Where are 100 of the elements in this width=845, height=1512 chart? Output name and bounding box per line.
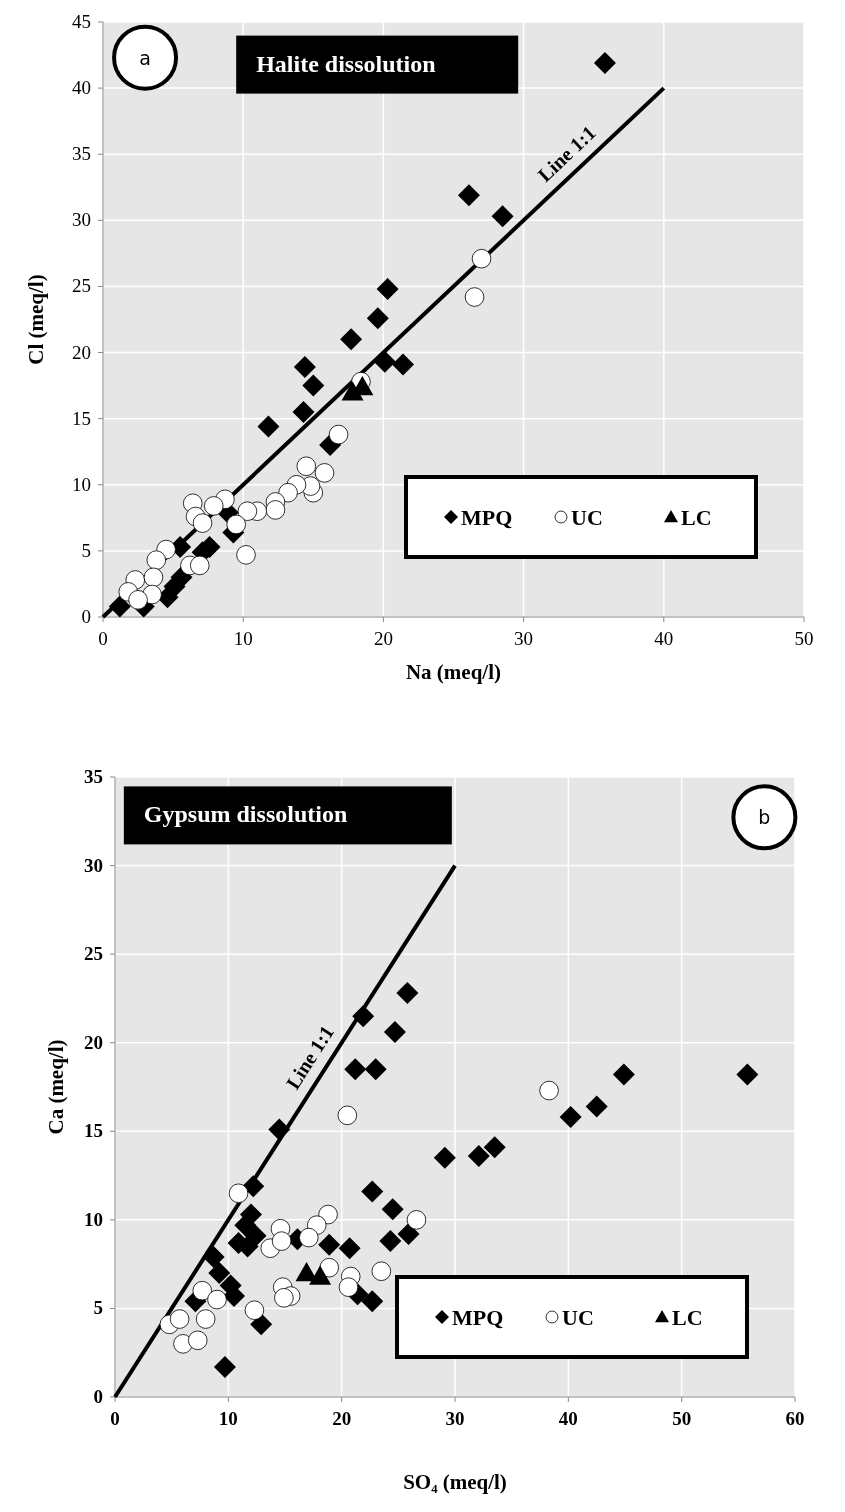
legend-label: UC <box>571 505 603 530</box>
point <box>208 1262 231 1284</box>
y-tick-label: 35 <box>84 766 103 787</box>
y-tick-label: 20 <box>84 1031 103 1053</box>
point <box>361 1180 384 1203</box>
point <box>242 1175 265 1198</box>
point <box>338 1277 359 1297</box>
y-tick-label: 0 <box>93 1386 103 1407</box>
point <box>268 1118 291 1141</box>
legend-label: UC <box>562 1305 594 1330</box>
y-tick-label: 20 <box>72 341 91 363</box>
x-tick-label: 40 <box>558 1408 578 1429</box>
x-tick-label: 30 <box>445 1408 465 1429</box>
x-tick-label: 60 <box>785 1408 805 1429</box>
point <box>736 1063 759 1086</box>
y-tick-label: 10 <box>84 1208 103 1230</box>
x-axis-title: SO₄ (meq/l) <box>403 1470 507 1494</box>
y-axis-title: Cl (meq/l) <box>24 274 48 365</box>
x-tick-label: 50 <box>672 1408 692 1429</box>
legend-label: MPQ <box>452 1305 504 1330</box>
point <box>169 1309 190 1329</box>
point <box>612 1063 635 1086</box>
point <box>483 1136 506 1159</box>
point <box>236 545 256 565</box>
point <box>189 555 210 576</box>
point <box>228 1183 249 1204</box>
point <box>226 514 246 535</box>
point <box>392 353 415 376</box>
point <box>379 1230 402 1253</box>
point <box>128 590 148 610</box>
point <box>204 496 224 516</box>
point <box>467 1145 490 1168</box>
legend-label: MPQ <box>461 505 513 530</box>
point <box>371 1261 392 1281</box>
point <box>299 1227 319 1248</box>
point <box>278 482 298 503</box>
annotation: b <box>758 806 771 829</box>
y-tick-label: 40 <box>72 77 91 99</box>
point <box>471 248 492 269</box>
point <box>381 1198 404 1221</box>
point <box>376 278 399 301</box>
point <box>318 1233 341 1256</box>
point <box>585 1095 608 1118</box>
point <box>271 1231 292 1251</box>
text: Line 1:1 <box>533 121 600 186</box>
x-tick-label: 20 <box>373 628 393 649</box>
point <box>146 550 167 570</box>
title-box: Halite dissolution <box>236 35 519 94</box>
y-tick-label: 25 <box>84 943 103 965</box>
point <box>309 1265 332 1285</box>
y-tick-label: 15 <box>72 407 91 429</box>
point <box>296 456 317 477</box>
point <box>361 1290 384 1313</box>
point <box>234 1214 257 1237</box>
point <box>338 1237 361 1260</box>
y-tick-label: 15 <box>84 1120 103 1142</box>
y-axis-title: Ca (meq/l) <box>44 1039 68 1135</box>
point <box>244 1300 265 1320</box>
point <box>108 595 131 618</box>
point <box>352 1005 375 1028</box>
y-tick-label: 5 <box>81 539 91 561</box>
point <box>337 1105 358 1126</box>
point <box>364 1058 387 1081</box>
x-tick-label: 10 <box>218 1408 238 1429</box>
point <box>340 328 363 351</box>
point <box>274 1288 294 1308</box>
y-tick-label: 10 <box>72 473 91 495</box>
y-tick-label: 0 <box>81 606 91 627</box>
y-tick-label: 30 <box>84 854 103 876</box>
point <box>433 1146 456 1169</box>
point <box>257 415 280 438</box>
title-box: Gypsum dissolution <box>123 786 452 845</box>
point <box>457 184 480 207</box>
point <box>539 1080 559 1101</box>
x-tick-label: 50 <box>794 628 814 649</box>
point <box>207 1289 227 1310</box>
point <box>143 567 164 588</box>
point <box>213 1355 236 1378</box>
point <box>559 1106 582 1129</box>
point <box>314 463 335 483</box>
point <box>202 1246 225 1269</box>
point <box>302 374 325 397</box>
point <box>187 1330 208 1351</box>
point <box>319 1257 339 1278</box>
point <box>292 401 315 424</box>
point <box>383 1021 406 1044</box>
point <box>396 982 419 1005</box>
point <box>192 513 213 533</box>
x-tick-label: 20 <box>332 1408 352 1429</box>
y-tick-label: 35 <box>72 143 91 165</box>
x-axis-title: Na (meq/l) <box>405 660 502 684</box>
point <box>397 1223 420 1246</box>
x-tick-label: 0 <box>110 1408 120 1429</box>
x-tick-label: 30 <box>514 628 534 649</box>
point <box>195 1309 216 1329</box>
legend-label: LC <box>681 505 712 530</box>
point <box>366 307 389 330</box>
point <box>344 1058 367 1081</box>
point <box>373 350 396 373</box>
annotation: a <box>139 46 151 69</box>
